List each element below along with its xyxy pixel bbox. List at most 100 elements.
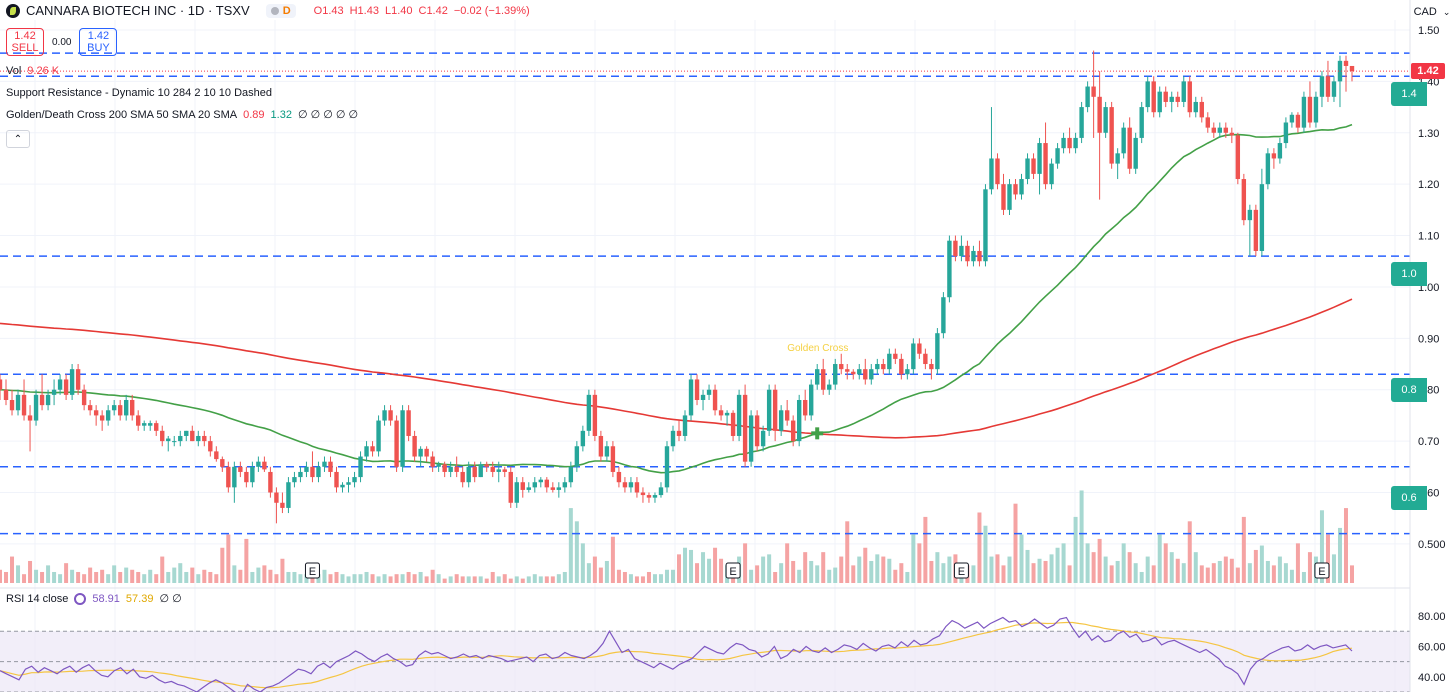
- volume-bar: [238, 569, 243, 583]
- volume-bar: [1337, 527, 1342, 583]
- volume-bar: [797, 569, 802, 583]
- candle-body: [652, 495, 658, 498]
- volume-bar: [689, 549, 694, 583]
- candle-body: [280, 502, 285, 508]
- candle-body: [1259, 184, 1265, 251]
- candle-body: [887, 353, 892, 370]
- volume-bar: [604, 560, 609, 583]
- volume-bar: [634, 576, 639, 583]
- candle-body: [640, 492, 646, 496]
- rsi-settings-icon[interactable]: [74, 592, 87, 605]
- candle-body: [424, 448, 429, 457]
- candle-body: [316, 466, 321, 478]
- candle-body: [941, 297, 946, 334]
- candle-body: [334, 471, 339, 488]
- volume-bar: [917, 543, 922, 583]
- volume-bar: [791, 560, 796, 583]
- volume-bar: [622, 571, 627, 583]
- candle-body: [1343, 60, 1349, 66]
- volume-bar: [719, 558, 724, 583]
- candle-body: [754, 415, 760, 447]
- candle-body: [1139, 107, 1144, 138]
- collapse-legend-button[interactable]: ⌃: [6, 130, 30, 148]
- candles: [0, 50, 1355, 524]
- candle-body: [1031, 158, 1036, 174]
- candle-body: [1043, 143, 1048, 185]
- volume-bar: [1121, 543, 1126, 583]
- golden-cross-legend-label: Golden/Death Cross 200 SMA 50 SMA 20 SMA: [6, 108, 238, 121]
- volume-bar: [436, 574, 441, 583]
- candle-body: [538, 479, 543, 483]
- currency-selector[interactable]: CAD ⌄: [1410, 2, 1454, 22]
- candle-body: [520, 482, 525, 490]
- candle-body: [238, 466, 243, 472]
- last-price-tag: 1.42: [1411, 63, 1445, 80]
- volume-bar: [304, 574, 309, 583]
- market-status-pill[interactable]: D: [265, 3, 296, 18]
- earnings-badge: [304, 562, 320, 579]
- candle-body: [1091, 86, 1096, 97]
- golden-cross-label: Golden Cross: [787, 343, 848, 354]
- volume-bar: [1127, 552, 1132, 583]
- earnings-badge: [725, 562, 741, 579]
- candle-body: [1283, 122, 1289, 144]
- volume-bar: [82, 574, 87, 583]
- candle-body: [736, 394, 742, 436]
- volume-bar: [52, 571, 57, 583]
- volume-bar: [995, 554, 1000, 583]
- candle-body: [971, 250, 976, 262]
- symbol-title[interactable]: CANNARA BIOTECH INC · 1D · TSXV: [26, 3, 250, 18]
- volume-bar: [34, 569, 39, 583]
- candle-body: [99, 415, 105, 421]
- volume-bar: [178, 563, 183, 583]
- volume-bar: [743, 543, 748, 583]
- interval-badge: D: [282, 4, 291, 17]
- volume-bar: [977, 512, 982, 583]
- candle-body: [220, 459, 225, 467]
- candle-body: [69, 369, 75, 395]
- volume-bar: [220, 547, 225, 583]
- candle-body: [93, 410, 99, 416]
- volume-bar: [851, 565, 856, 583]
- chevron-down-icon: ⌄: [1442, 6, 1451, 17]
- candle-body: [478, 464, 483, 478]
- volume-bar: [1205, 567, 1210, 583]
- volume-bar: [508, 578, 513, 583]
- volume-legend[interactable]: Vol 9.26 K: [6, 65, 59, 77]
- golden-cross-legend[interactable]: Golden/Death Cross 200 SMA 50 SMA 20 SMA…: [6, 108, 358, 122]
- candle-body: [148, 423, 153, 426]
- candle-body: [1295, 114, 1301, 128]
- volume-bar: [701, 552, 706, 583]
- candle-body: [111, 405, 117, 411]
- candle-body: [550, 487, 556, 490]
- volume-bar: [1271, 565, 1276, 583]
- buy-button[interactable]: 1.42 BUY: [79, 28, 118, 56]
- candle-body: [142, 423, 147, 426]
- candle-body: [346, 482, 351, 485]
- candle-body: [1205, 117, 1210, 128]
- candle-body: [1337, 60, 1343, 82]
- volume-bar: [1109, 565, 1114, 583]
- sell-button[interactable]: 1.42 SELL: [6, 28, 44, 56]
- volume-bar: [1073, 516, 1078, 583]
- candle-body: [472, 466, 477, 478]
- candle-body: [1133, 137, 1138, 169]
- candle-body: [63, 379, 69, 395]
- volume-bar: [502, 574, 507, 583]
- volume-bar: [628, 574, 633, 583]
- rsi-legend[interactable]: RSI 14 close 58.91 57.39 ∅ ∅: [6, 592, 182, 605]
- sma200-value: 0.89: [243, 108, 265, 121]
- earnings-label: E: [729, 566, 736, 578]
- candle-body: [869, 369, 874, 380]
- volume-bar: [550, 576, 555, 583]
- candle-body: [322, 461, 327, 467]
- candle-body: [911, 343, 916, 370]
- volume-bar: [1001, 565, 1006, 583]
- candle-body: [160, 430, 165, 442]
- candle-body: [827, 384, 832, 390]
- support-resistance-legend[interactable]: Support Resistance - Dynamic 10 284 2 10…: [6, 87, 272, 99]
- candle-body: [899, 358, 904, 375]
- candle-body: [766, 389, 772, 431]
- volume-bar: [136, 571, 141, 583]
